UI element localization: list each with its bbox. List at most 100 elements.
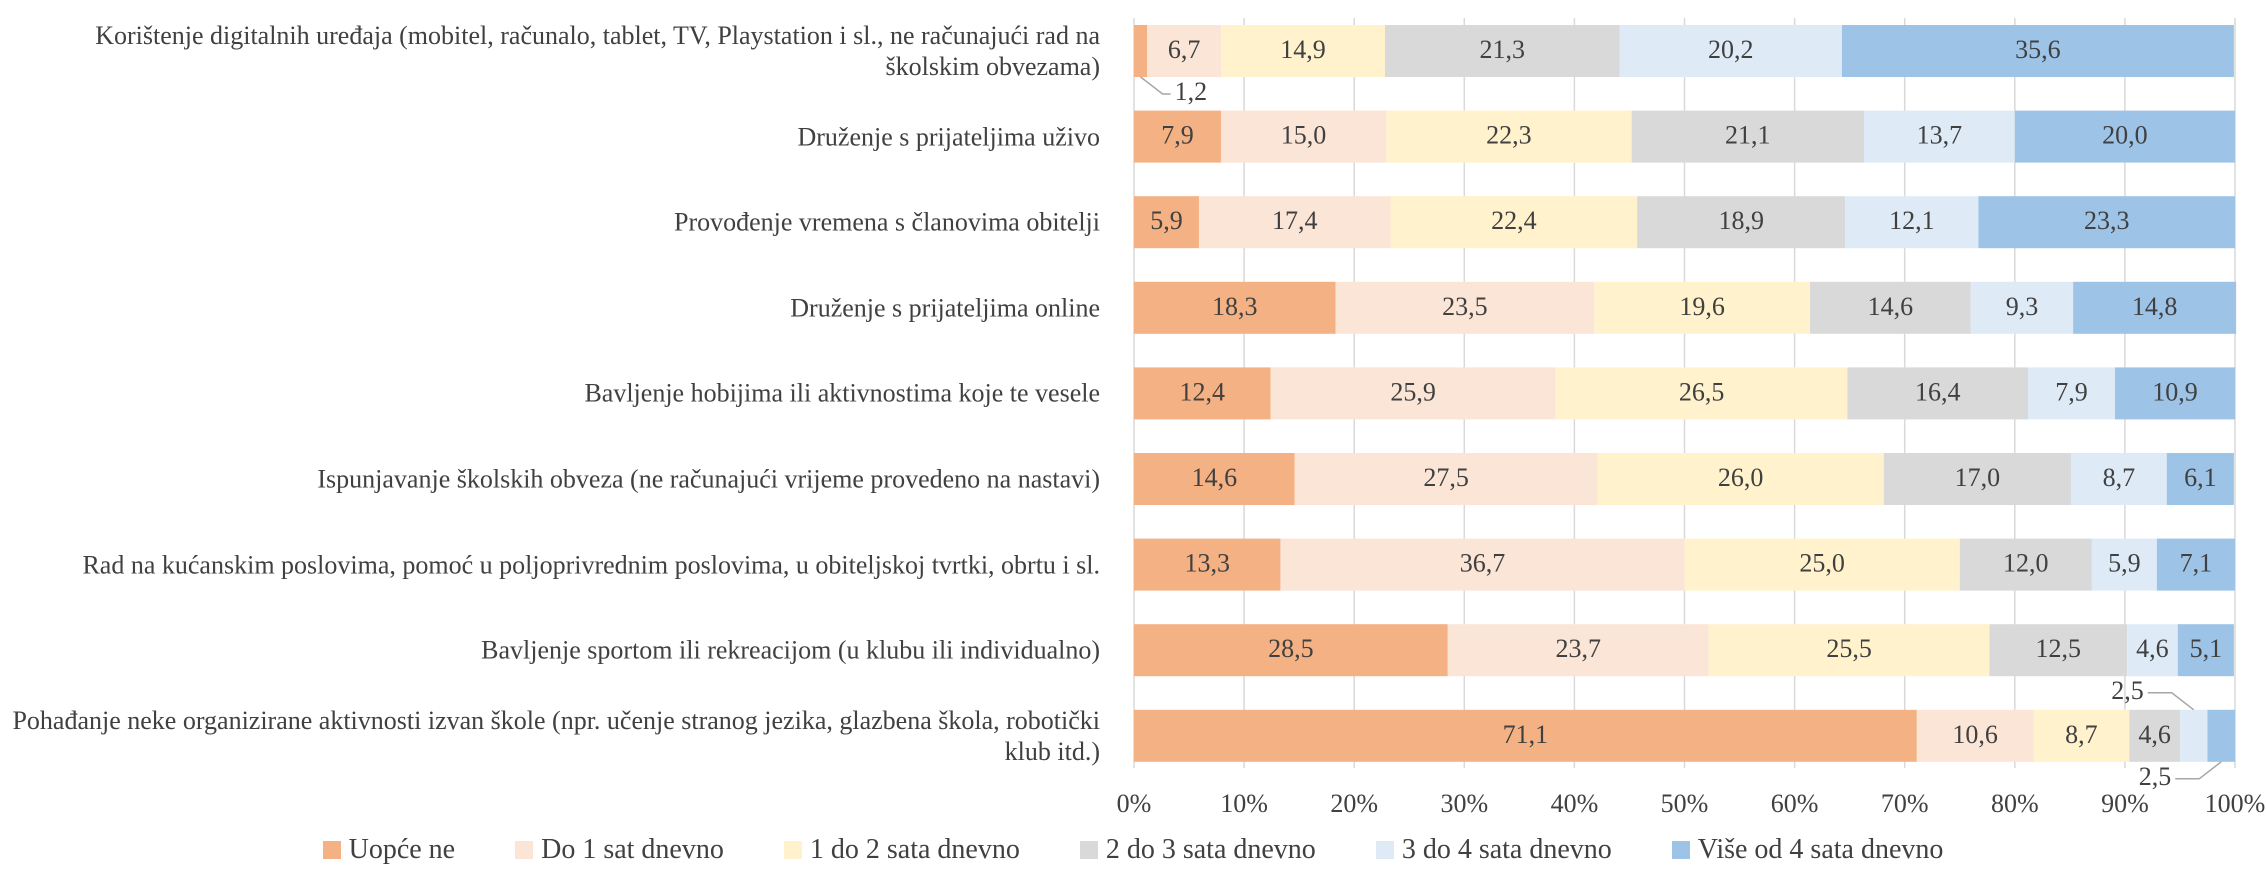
- legend-label: Uopće ne: [348, 834, 456, 865]
- bar-segment: [1637, 196, 1846, 249]
- bar-segment: [1198, 196, 1391, 249]
- category-label: Druženje s prijateljima uživo: [797, 122, 1100, 152]
- bar-segment: [2033, 709, 2130, 762]
- data-label: 12,4: [1180, 377, 1226, 406]
- bar-segment: [1134, 453, 1295, 505]
- data-label: 2,5: [2139, 762, 2172, 791]
- data-label: 12,0: [2003, 549, 2049, 578]
- bar-segment: [1684, 538, 1960, 591]
- bar-segment: [1863, 110, 2015, 163]
- data-label: 14,8: [2132, 292, 2178, 321]
- legend: Uopće ne Do 1 sat dnevno 1 do 2 sata dnevn…: [0, 834, 2266, 866]
- bar-segment: [1134, 367, 1271, 420]
- legend-label: 3 do 4 sata dnevno: [1401, 834, 1612, 865]
- bar-segment: [2070, 453, 2167, 505]
- legend-item: Do 1 sat dnevno: [515, 834, 724, 866]
- bar-segment: [1847, 367, 2029, 420]
- data-label: 17,4: [1272, 206, 1318, 235]
- bar-segment: [1619, 25, 1842, 77]
- data-label: 13,3: [1184, 549, 1230, 578]
- data-label: 25,9: [1390, 377, 1436, 406]
- data-label: 18,3: [1212, 292, 1258, 321]
- bar-segment: [1134, 281, 1336, 334]
- x-tick-label: 80%: [1991, 789, 2039, 818]
- data-label: 4,6: [2138, 720, 2171, 749]
- x-tick-label: 100%: [2205, 789, 2266, 818]
- legend-swatch: [322, 841, 341, 859]
- legend-item: Više od 4 sata dnevno: [1671, 834, 1944, 866]
- bar-segment: [1810, 281, 1971, 334]
- data-label: 7,1: [2180, 549, 2213, 578]
- bar-segment: [2156, 538, 2235, 591]
- bar-segment: [2177, 624, 2234, 677]
- data-label: 12,5: [2036, 634, 2082, 663]
- data-label: 7,9: [2055, 377, 2088, 406]
- category-label: Bavljenje sportom ili rekreacijom (u klu…: [481, 635, 1100, 665]
- data-label: 25,5: [1826, 634, 1872, 663]
- data-label: 25,0: [1799, 549, 1845, 578]
- legend-swatch: [1079, 841, 1098, 859]
- x-tick-label: 90%: [2101, 789, 2149, 818]
- bar-segment: [1134, 709, 1917, 762]
- data-label: 26,0: [1718, 463, 1764, 492]
- data-label: 5,9: [1150, 206, 1183, 235]
- bar-segment: [1220, 25, 1386, 77]
- bar-segment: [1978, 196, 2235, 249]
- legend-swatch: [515, 841, 534, 859]
- data-label: 2,5: [2111, 676, 2144, 705]
- data-label: 26,5: [1679, 377, 1725, 406]
- legend-swatch: [783, 841, 802, 859]
- data-label: 21,3: [1480, 35, 1526, 64]
- data-label: 19,6: [1679, 292, 1725, 321]
- data-label: 35,6: [2015, 35, 2061, 64]
- bar-segment: [2114, 367, 2235, 420]
- data-label: 6,7: [1168, 35, 1201, 64]
- bar-segment: [2129, 709, 2180, 762]
- bar-segment: [1841, 25, 2234, 77]
- legend-item: 2 do 3 sata dnevno: [1079, 834, 1316, 866]
- data-label: 21,1: [1725, 121, 1771, 150]
- bar-segment: [1883, 453, 2071, 505]
- category-label: Bavljenje hobijima ili aktivnostima koje…: [584, 378, 1100, 408]
- category-label: Pohađanje neke organizirane aktivnosti i…: [12, 705, 1100, 766]
- data-label: 10,9: [2152, 377, 2198, 406]
- data-label: 27,5: [1423, 463, 1469, 492]
- data-label: 1,2: [1175, 77, 1208, 106]
- data-label: 7,9: [1161, 121, 1194, 150]
- x-tick-label: 40%: [1551, 789, 1599, 818]
- x-tick-label: 50%: [1661, 789, 1709, 818]
- legend-item: Uopće ne: [322, 834, 456, 866]
- bar-segment: [1555, 367, 1848, 420]
- bar-segment: [2179, 709, 2208, 762]
- bar-segment: [1594, 281, 1811, 334]
- data-label: 23,3: [2084, 206, 2130, 235]
- legend-label: Do 1 sat dnevno: [541, 834, 724, 865]
- leader-line: [2175, 761, 2222, 780]
- category-label: Rad na kućanskim poslovima, pomoć u polj…: [82, 550, 1100, 580]
- data-label: 12,1: [1889, 206, 1935, 235]
- bar-segment: [1447, 624, 1709, 677]
- legend-label: Više od 4 sata dnevno: [1697, 834, 1944, 865]
- data-label: 4,6: [2136, 634, 2169, 663]
- bar-segment: [1270, 367, 1556, 420]
- data-label: 22,3: [1486, 121, 1532, 150]
- bar-segment: [2207, 709, 2235, 762]
- bar-segment: [1597, 453, 1884, 505]
- x-tick-label: 0%: [1117, 789, 1152, 818]
- data-label: 28,5: [1268, 634, 1314, 663]
- x-tick-label: 30%: [1440, 789, 1488, 818]
- legend-swatch: [1375, 841, 1394, 859]
- bar-segment: [1845, 196, 1979, 249]
- leader-line: [1140, 76, 1171, 95]
- x-tick-label: 20%: [1330, 789, 1378, 818]
- data-label: 20,0: [2102, 121, 2148, 150]
- data-label: 23,7: [1556, 634, 1602, 663]
- category-label: Provođenje vremena s članovima obitelji: [674, 207, 1100, 237]
- bar-segment: [2091, 538, 2157, 591]
- data-label: 5,9: [2108, 549, 2141, 578]
- bar-segment: [1134, 196, 1199, 249]
- data-label: 18,9: [1718, 206, 1764, 235]
- bar-segment: [1134, 538, 1281, 591]
- data-label: 14,6: [1868, 292, 1914, 321]
